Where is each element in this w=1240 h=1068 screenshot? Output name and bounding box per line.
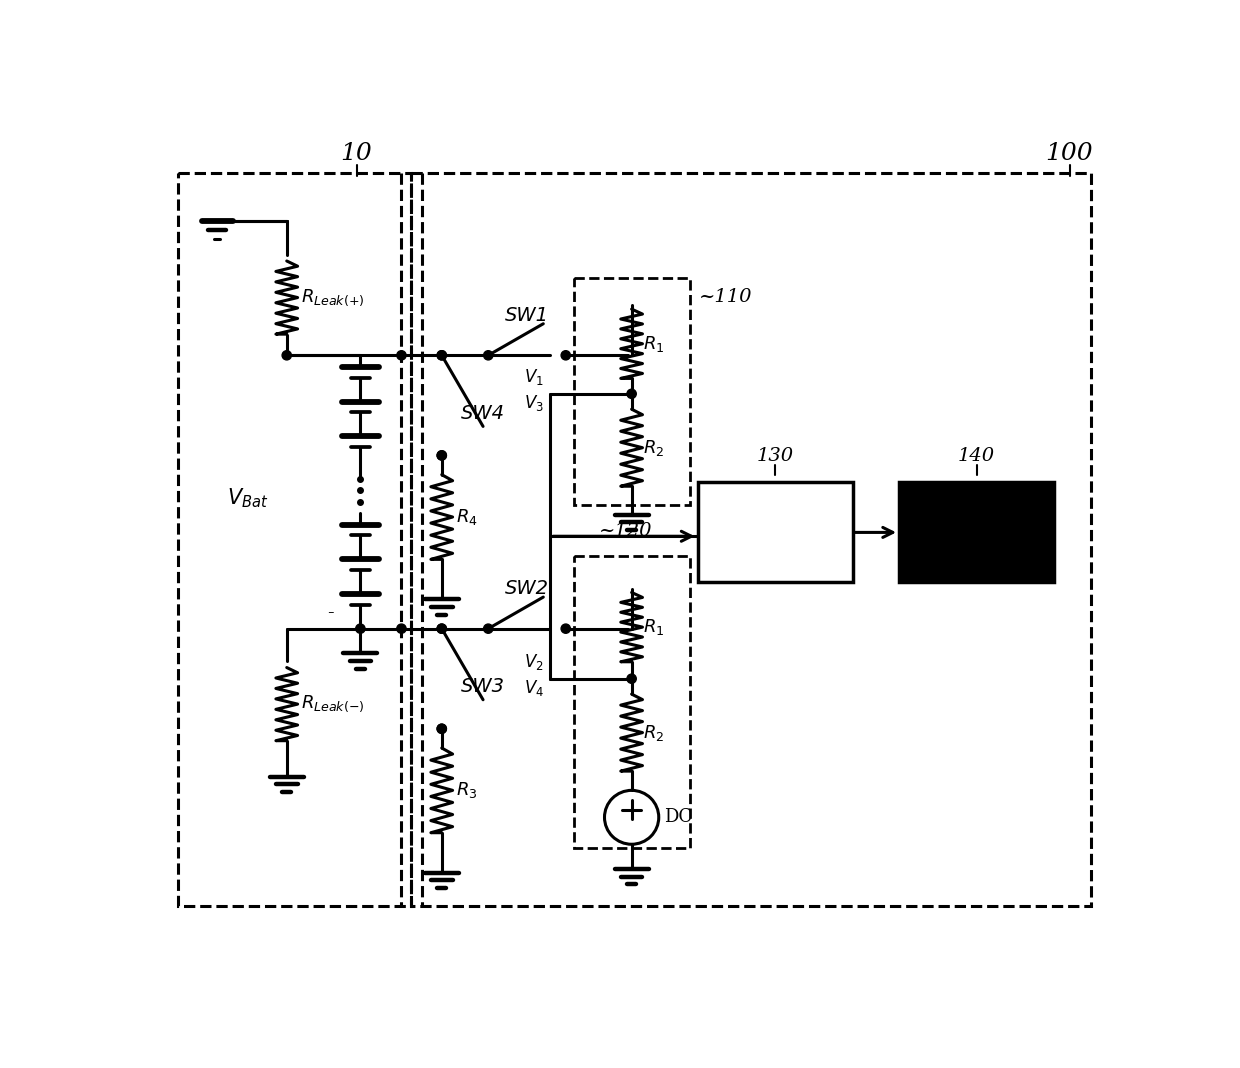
Bar bbox=[179, 173, 410, 906]
Text: 10: 10 bbox=[341, 142, 372, 166]
Text: SW4: SW4 bbox=[461, 404, 505, 423]
Text: 140: 140 bbox=[959, 447, 994, 466]
Text: SW3: SW3 bbox=[461, 677, 505, 696]
Text: $V_4$: $V_4$ bbox=[525, 678, 544, 698]
Circle shape bbox=[438, 724, 446, 734]
Text: $R_2$: $R_2$ bbox=[644, 723, 665, 742]
Circle shape bbox=[627, 674, 636, 684]
Text: $R_{Leak(-)}$: $R_{Leak(-)}$ bbox=[301, 694, 365, 714]
Text: 电压检
测单元: 电压检 测单元 bbox=[758, 511, 792, 554]
Text: $R_{Leak(+)}$: $R_{Leak(+)}$ bbox=[301, 287, 365, 308]
Text: SW2: SW2 bbox=[505, 579, 549, 598]
Circle shape bbox=[397, 624, 407, 633]
Text: $R_1$: $R_1$ bbox=[644, 334, 665, 354]
Circle shape bbox=[397, 350, 407, 360]
Text: 130: 130 bbox=[756, 447, 794, 466]
Text: -: - bbox=[326, 604, 334, 623]
Text: $V_{Bat}$: $V_{Bat}$ bbox=[227, 486, 269, 509]
Circle shape bbox=[438, 350, 446, 360]
Text: ~120: ~120 bbox=[599, 522, 652, 540]
Text: $V_1$: $V_1$ bbox=[525, 367, 544, 387]
Text: $R_4$: $R_4$ bbox=[456, 507, 477, 527]
Bar bbox=[697, 483, 853, 582]
Circle shape bbox=[627, 389, 636, 398]
Text: 控制
单元: 控制 单元 bbox=[965, 511, 988, 554]
Text: $R_3$: $R_3$ bbox=[456, 781, 477, 800]
Circle shape bbox=[438, 451, 446, 460]
Circle shape bbox=[560, 624, 570, 633]
Circle shape bbox=[438, 724, 446, 734]
Bar bbox=[573, 555, 689, 848]
Text: SW1: SW1 bbox=[505, 305, 549, 325]
Text: $V_3$: $V_3$ bbox=[525, 393, 544, 413]
Circle shape bbox=[560, 350, 570, 360]
Text: $R_1$: $R_1$ bbox=[644, 617, 665, 638]
Text: DC: DC bbox=[665, 808, 692, 827]
Circle shape bbox=[438, 624, 446, 633]
Text: $R_2$: $R_2$ bbox=[644, 438, 665, 458]
Circle shape bbox=[484, 350, 494, 360]
Text: $V_2$: $V_2$ bbox=[525, 651, 544, 672]
Bar bbox=[899, 483, 1054, 582]
Text: ~110: ~110 bbox=[699, 287, 753, 305]
Circle shape bbox=[438, 624, 446, 633]
Circle shape bbox=[283, 350, 291, 360]
Circle shape bbox=[484, 624, 494, 633]
Text: 100: 100 bbox=[1045, 142, 1094, 166]
Circle shape bbox=[356, 624, 365, 633]
Bar bbox=[573, 279, 689, 505]
Circle shape bbox=[438, 350, 446, 360]
Circle shape bbox=[438, 451, 446, 460]
Bar bbox=[410, 173, 1091, 906]
